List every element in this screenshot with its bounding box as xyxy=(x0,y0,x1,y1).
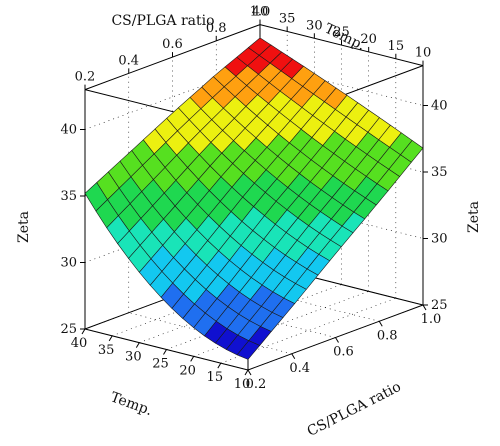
top-temp-tick-label: 35 xyxy=(279,11,296,26)
bottom-temp-tick-label: 30 xyxy=(125,350,142,365)
back-right-gridline xyxy=(259,197,424,239)
tick-mark xyxy=(247,369,252,376)
top-temp-tick-label: 20 xyxy=(360,32,377,47)
top-temp-tick-label: 10 xyxy=(415,46,432,61)
bottom-temp-tick-label: 15 xyxy=(207,370,224,385)
left-zeta-tick-label: 40 xyxy=(60,123,77,138)
bottom-ratio-tick-label: 0.6 xyxy=(333,345,354,360)
floor-gridline xyxy=(220,297,396,364)
top-ratio-tick-label: 0.6 xyxy=(162,37,183,52)
right-zeta-tick-label: 35 xyxy=(431,165,448,180)
bottom-right-axis-label: CS/PLGA ratio xyxy=(305,379,404,440)
bottom-ratio-tick-label: 1.0 xyxy=(421,312,442,327)
tick-mark xyxy=(217,362,222,369)
left-z-axis-label: Zeta xyxy=(16,211,32,243)
tick-mark xyxy=(163,349,167,355)
left-zeta-tick-label: 25 xyxy=(60,322,77,337)
bottom-ratio-tick-label: 0.4 xyxy=(289,361,310,376)
top-ratio-tick-label: 1.0 xyxy=(250,5,271,20)
floor-gridline xyxy=(193,291,369,357)
right-z-axis-label: Zeta xyxy=(466,201,482,233)
top-temp-tick-label: 40 xyxy=(252,5,269,20)
tick-labels: 0.20.40.60.81.01015202530354025303540253… xyxy=(60,5,447,392)
bottom-temp-tick-label: 25 xyxy=(152,357,169,372)
right-zeta-tick-label: 40 xyxy=(431,99,448,114)
bottom-ratio-tick-label: 0.2 xyxy=(246,377,267,392)
bottom-temp-tick-label: 10 xyxy=(234,377,251,392)
bottom-temp-tick-label: 35 xyxy=(98,343,115,358)
top-temp-tick-label: 25 xyxy=(333,25,350,40)
surface-patch xyxy=(236,340,261,360)
back-right-gridline xyxy=(259,64,424,106)
bottom-left-axis-label: Temp. xyxy=(108,389,154,419)
right-zeta-tick-label: 30 xyxy=(431,232,448,247)
bottom-ratio-tick-label: 0.8 xyxy=(377,328,398,343)
top-temp-tick-label: 15 xyxy=(388,39,405,54)
left-zeta-tick-label: 30 xyxy=(60,256,77,271)
top-temp-tick-label: 30 xyxy=(306,18,323,33)
right-zeta-tick-label: 25 xyxy=(431,298,448,313)
tick-mark xyxy=(422,304,427,311)
tick-mark xyxy=(135,342,140,348)
tick-mark xyxy=(244,369,249,376)
floor-gridline xyxy=(166,284,342,350)
top-ratio-tick-label: 0.8 xyxy=(206,21,227,36)
tick-mark xyxy=(108,335,113,342)
tick-mark xyxy=(378,320,383,327)
left-zeta-tick-label: 35 xyxy=(60,189,77,204)
tick-mark xyxy=(335,337,339,343)
top-ratio-tick-label: 0.4 xyxy=(118,53,139,68)
floor-gridline xyxy=(128,312,292,355)
response-surface xyxy=(84,37,424,360)
bottom-temp-tick-label: 20 xyxy=(179,363,196,378)
top-left-axis-label: CS/PLGA ratio xyxy=(111,13,214,29)
top-ratio-tick-label: 0.2 xyxy=(75,70,96,85)
tick-mark xyxy=(291,353,296,360)
tick-mark xyxy=(190,356,195,362)
bottom-temp-tick-label: 40 xyxy=(71,336,88,351)
tick-mark xyxy=(81,328,86,335)
